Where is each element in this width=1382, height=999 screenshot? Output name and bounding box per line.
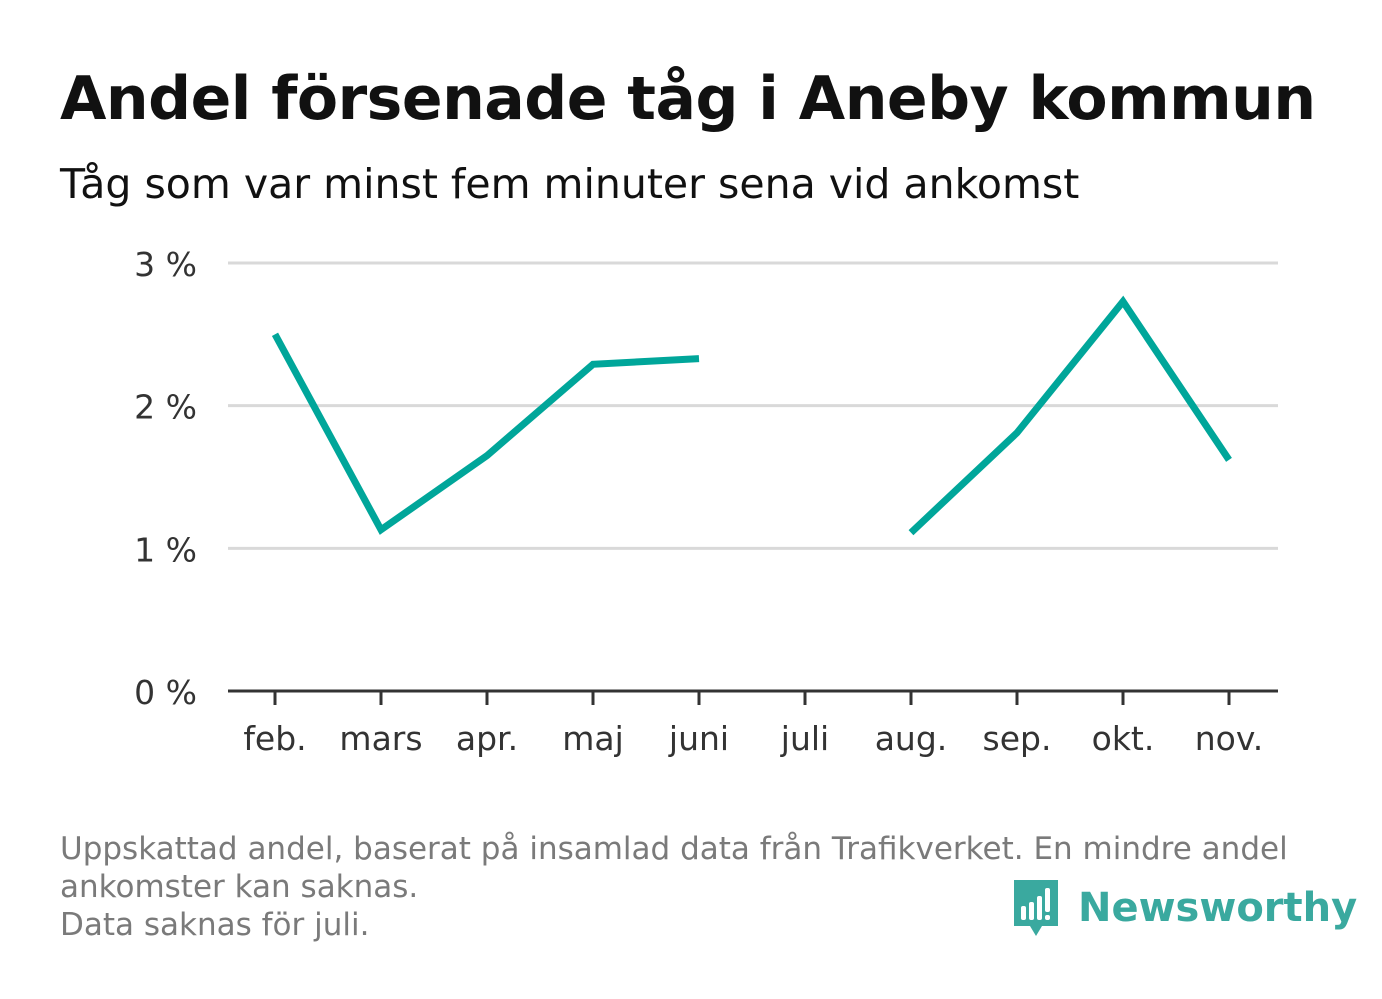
footnote-line: ankomster kan saknas. <box>60 869 419 905</box>
x-tick-label: apr. <box>456 719 518 758</box>
footnote-line: Data saknas för juli. <box>60 907 370 943</box>
series-lines <box>271 295 1232 536</box>
chart-title: Andel försenade tåg i Aneby kommun <box>60 64 1316 134</box>
y-tick-label: 3 % <box>134 245 197 284</box>
grid-lines: 0 % 1 % 2 % 3 % <box>134 245 1278 712</box>
y-tick-label: 0 % <box>134 673 197 712</box>
footnote: Uppskattad andel, baserat på insamlad da… <box>60 830 1320 944</box>
y-tick-label: 1 % <box>134 530 197 569</box>
footnote-line: Uppskattad andel, baserat på insamlad da… <box>60 831 1288 867</box>
x-tick-label: sep. <box>983 719 1052 758</box>
brand-name: Newsworthy <box>1078 885 1358 931</box>
line-chart: 0 % 1 % 2 % 3 % feb. mars apr. maj juni juli aug.… <box>134 245 1278 758</box>
bar-chart-speech-bubble-icon <box>1014 880 1058 936</box>
x-tick-label: aug. <box>875 719 948 758</box>
x-axis: feb. mars apr. maj juni juli aug. sep. okt. nov. <box>228 689 1278 758</box>
x-tick-label: maj <box>562 719 624 758</box>
chart-subtitle: Tåg som var minst fem minuter sena vid a… <box>60 160 1080 208</box>
x-tick-label: feb. <box>243 719 306 758</box>
x-tick-label: juli <box>780 719 829 758</box>
x-tick-label: juni <box>668 719 729 758</box>
x-tick-label: nov. <box>1195 719 1264 758</box>
series-line-segment <box>908 295 1232 536</box>
brand-logo: Newsworthy <box>1010 876 1357 940</box>
y-tick-label: 2 % <box>134 388 197 427</box>
x-tick-label: mars <box>339 719 422 758</box>
x-tick-label: okt. <box>1092 719 1155 758</box>
series-line-segment <box>271 332 700 535</box>
